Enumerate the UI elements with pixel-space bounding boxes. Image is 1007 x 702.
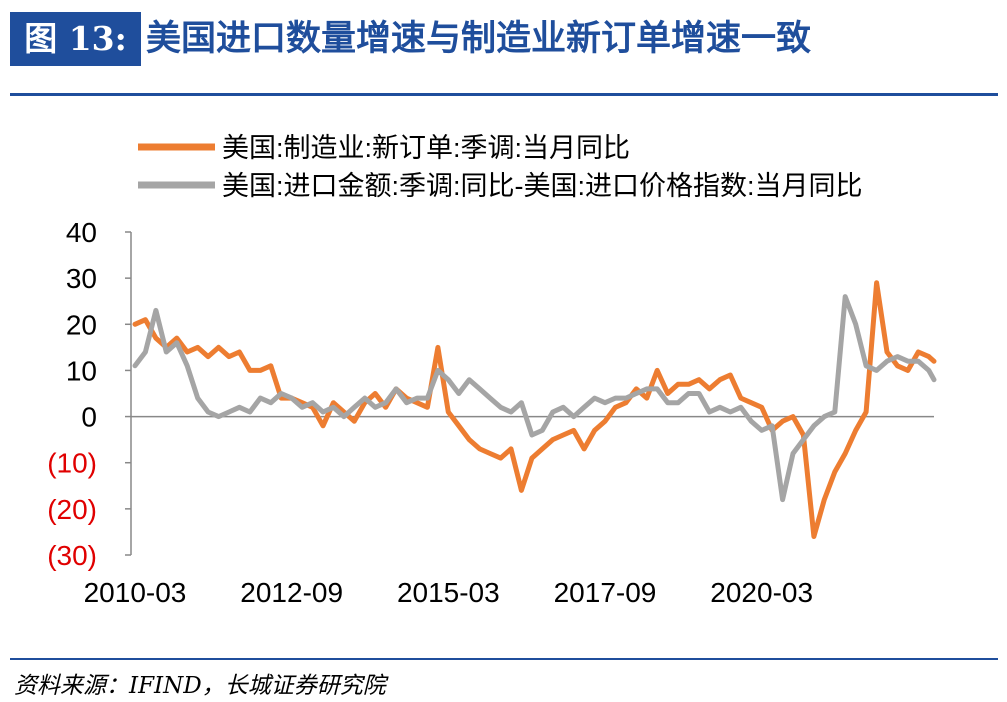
y-tick-label: 10 (66, 355, 97, 386)
y-tick-label: 40 (66, 217, 97, 248)
y-tick-label: 20 (66, 309, 97, 340)
footer-rule (10, 658, 998, 660)
chart-title: 美国进口数量增速与制造业新订单增速一致 (146, 18, 812, 59)
x-tick-label: 2010-03 (84, 577, 187, 608)
legend: 美国:制造业:新订单:季调:当月同比 美国:进口金额:季调:同比-美国:进口价格… (138, 133, 863, 201)
x-tick-label: 2017-09 (554, 577, 657, 608)
y-tick-label: (30) (47, 540, 97, 571)
y-tick-label: 30 (66, 263, 97, 294)
legend-label-orange: 美国:制造业:新订单:季调:当月同比 (222, 133, 630, 163)
series-line-new-orders (132, 280, 937, 539)
header-rule (10, 93, 998, 96)
series-line-import-volume (132, 294, 937, 503)
x-tick-label: 2012-09 (240, 577, 343, 608)
figure-label: 图 13: (10, 12, 141, 66)
source-note: 资料来源：IFIND，长城证券研究院 (14, 673, 386, 699)
plot-area: 40 30 20 10 0 (10) (20) (30) 2010-03 2012-09 2015-… (47, 217, 937, 608)
line-chart: 美国:制造业:新订单:季调:当月同比 美国:进口金额:季调:同比-美国:进口价格… (47, 133, 937, 608)
y-tick-label: 0 (81, 402, 97, 433)
y-tick-label: (20) (47, 494, 97, 525)
x-tick-label: 2015-03 (397, 577, 500, 608)
x-tick-label: 2020-03 (710, 577, 813, 608)
y-tick-label: (10) (47, 448, 97, 479)
legend-label-gray: 美国:进口金额:季调:同比-美国:进口价格指数:当月同比 (222, 171, 863, 201)
